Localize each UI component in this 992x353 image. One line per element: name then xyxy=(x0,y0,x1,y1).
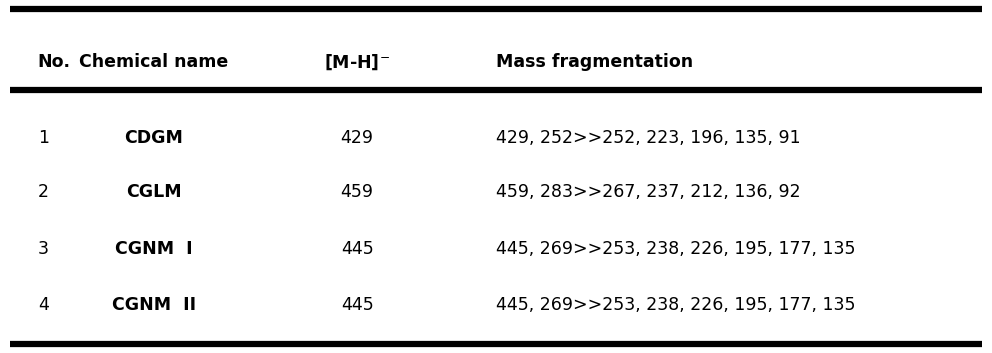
Text: 445: 445 xyxy=(340,240,374,258)
Text: No.: No. xyxy=(38,53,70,71)
Text: [M-H]$^{-}$: [M-H]$^{-}$ xyxy=(324,52,390,72)
Text: 429: 429 xyxy=(340,129,374,146)
Text: Mass fragmentation: Mass fragmentation xyxy=(496,53,693,71)
Text: 1: 1 xyxy=(38,129,49,146)
Text: CGNM  II: CGNM II xyxy=(112,297,195,314)
Text: 2: 2 xyxy=(38,184,49,201)
Text: 445, 269>>253, 238, 226, 195, 177, 135: 445, 269>>253, 238, 226, 195, 177, 135 xyxy=(496,240,855,258)
Text: 459: 459 xyxy=(340,184,374,201)
Text: 459, 283>>267, 237, 212, 136, 92: 459, 283>>267, 237, 212, 136, 92 xyxy=(496,184,801,201)
Text: 429, 252>>252, 223, 196, 135, 91: 429, 252>>252, 223, 196, 135, 91 xyxy=(496,129,801,146)
Text: CGNM  I: CGNM I xyxy=(115,240,192,258)
Text: Chemical name: Chemical name xyxy=(79,53,228,71)
Text: CDGM: CDGM xyxy=(124,129,184,146)
Text: 4: 4 xyxy=(38,297,49,314)
Text: 3: 3 xyxy=(38,240,49,258)
Text: 445: 445 xyxy=(340,297,374,314)
Text: 445, 269>>253, 238, 226, 195, 177, 135: 445, 269>>253, 238, 226, 195, 177, 135 xyxy=(496,297,855,314)
Text: CGLM: CGLM xyxy=(126,184,182,201)
